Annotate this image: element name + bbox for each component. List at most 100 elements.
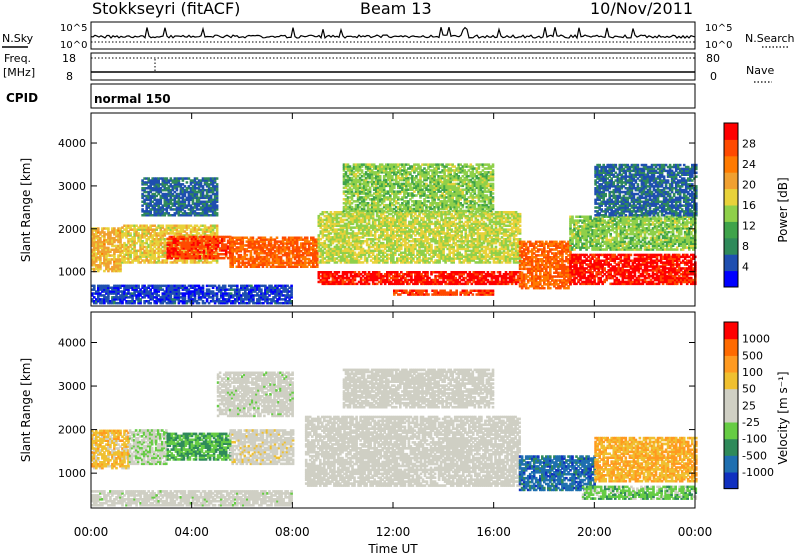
echo-cell (470, 230, 474, 233)
echo-cell (450, 216, 453, 220)
echo-cell (404, 218, 407, 222)
echo-cell (212, 251, 216, 254)
echo-cell (446, 238, 449, 241)
echo-cell (488, 220, 492, 224)
echo-cell (333, 280, 337, 284)
echo-cell (480, 245, 484, 249)
echo-cell (502, 253, 506, 256)
echo-cell (95, 265, 98, 269)
echo-cell (259, 236, 263, 239)
echo-cell (512, 220, 516, 224)
echo-cell (185, 228, 189, 231)
echo-cell (182, 245, 186, 248)
echo-cell (408, 236, 411, 239)
echo-cell (263, 236, 267, 239)
echo-cell (231, 250, 234, 253)
echo-cell (203, 232, 207, 235)
echo-cell (291, 242, 295, 245)
echo-cell (436, 282, 439, 286)
echo-cell (371, 234, 375, 237)
echo-cell (289, 265, 293, 268)
echo-cell (440, 228, 443, 231)
echo-cell (169, 261, 173, 264)
echo-cell (105, 258, 108, 261)
echo-cell (103, 231, 106, 234)
echo-cell (498, 261, 502, 264)
echo-cell (151, 241, 154, 245)
echo-cell (492, 212, 496, 216)
echo-cell (436, 211, 439, 214)
echo-cell (182, 256, 186, 260)
echo-cell (422, 245, 425, 249)
echo-cell (355, 241, 359, 245)
echo-cell (149, 253, 152, 256)
echo-cell (109, 262, 112, 265)
echo-cell (506, 280, 510, 284)
echo-cell (478, 222, 482, 226)
echo-cell (381, 249, 385, 253)
echo-cell (386, 259, 389, 262)
echo-cell (357, 214, 361, 218)
echo-cell (482, 282, 486, 286)
echo-cell (283, 242, 287, 245)
echo-cell (478, 257, 482, 260)
echo-cell (406, 253, 409, 256)
echo-cell (115, 260, 118, 263)
echo-cell (470, 249, 474, 253)
echo-cell (502, 251, 506, 254)
echo-cell (514, 278, 518, 282)
echo-cell (245, 257, 249, 261)
echo-cell (181, 249, 185, 253)
echo-cell (271, 259, 275, 263)
echo-cell (408, 234, 411, 237)
echo-cell (412, 220, 415, 224)
echo-cell (179, 232, 183, 235)
echo-cell (438, 255, 441, 258)
echo-cell (472, 245, 476, 249)
echo-cell (432, 236, 435, 239)
echo-cell (369, 273, 373, 276)
echo-cell (117, 229, 120, 232)
echo-cell (339, 257, 343, 260)
echo-cell (271, 263, 275, 266)
echo-cell (206, 247, 210, 250)
echo-cell (482, 238, 486, 241)
echo-cell (277, 263, 281, 266)
echo-cell (97, 269, 100, 273)
echo-cell (502, 278, 506, 282)
echo-cell (406, 274, 409, 278)
echo-cell (416, 216, 419, 220)
echo-cell (478, 280, 482, 284)
echo-cell (472, 212, 476, 216)
echo-cell (373, 234, 377, 237)
echo-cell (135, 232, 138, 235)
echo-cell (363, 228, 367, 231)
echo-cell (422, 232, 425, 235)
echo-cell (404, 224, 407, 227)
echo-cell (349, 273, 353, 276)
echo-cell (109, 231, 112, 234)
echo-cell (394, 218, 397, 222)
echo-cell (474, 276, 478, 280)
echo-cell (151, 251, 154, 254)
echo-cell (458, 222, 461, 226)
echo-cell (452, 222, 455, 226)
echo-cell (133, 230, 136, 233)
echo-cell (145, 253, 148, 256)
echo-cell (213, 226, 217, 229)
echo-cell (172, 235, 176, 239)
echo-cell (343, 251, 347, 254)
echo-cell (351, 232, 355, 235)
echo-cell (412, 232, 415, 235)
echo-cell (460, 234, 463, 237)
echo-cell (327, 240, 331, 243)
echo-cell (436, 234, 439, 237)
echo-cell (323, 243, 327, 247)
echo-cell (265, 244, 269, 247)
echo-cell (317, 234, 321, 237)
echo-cell (377, 253, 381, 256)
echo-cell (303, 257, 307, 261)
echo-cell (357, 228, 361, 231)
echo-cell (175, 232, 179, 235)
echo-cell (241, 263, 245, 266)
